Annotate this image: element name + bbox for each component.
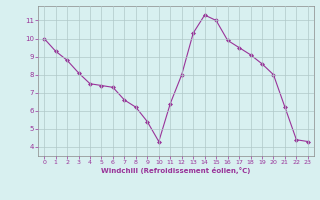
- X-axis label: Windchill (Refroidissement éolien,°C): Windchill (Refroidissement éolien,°C): [101, 167, 251, 174]
